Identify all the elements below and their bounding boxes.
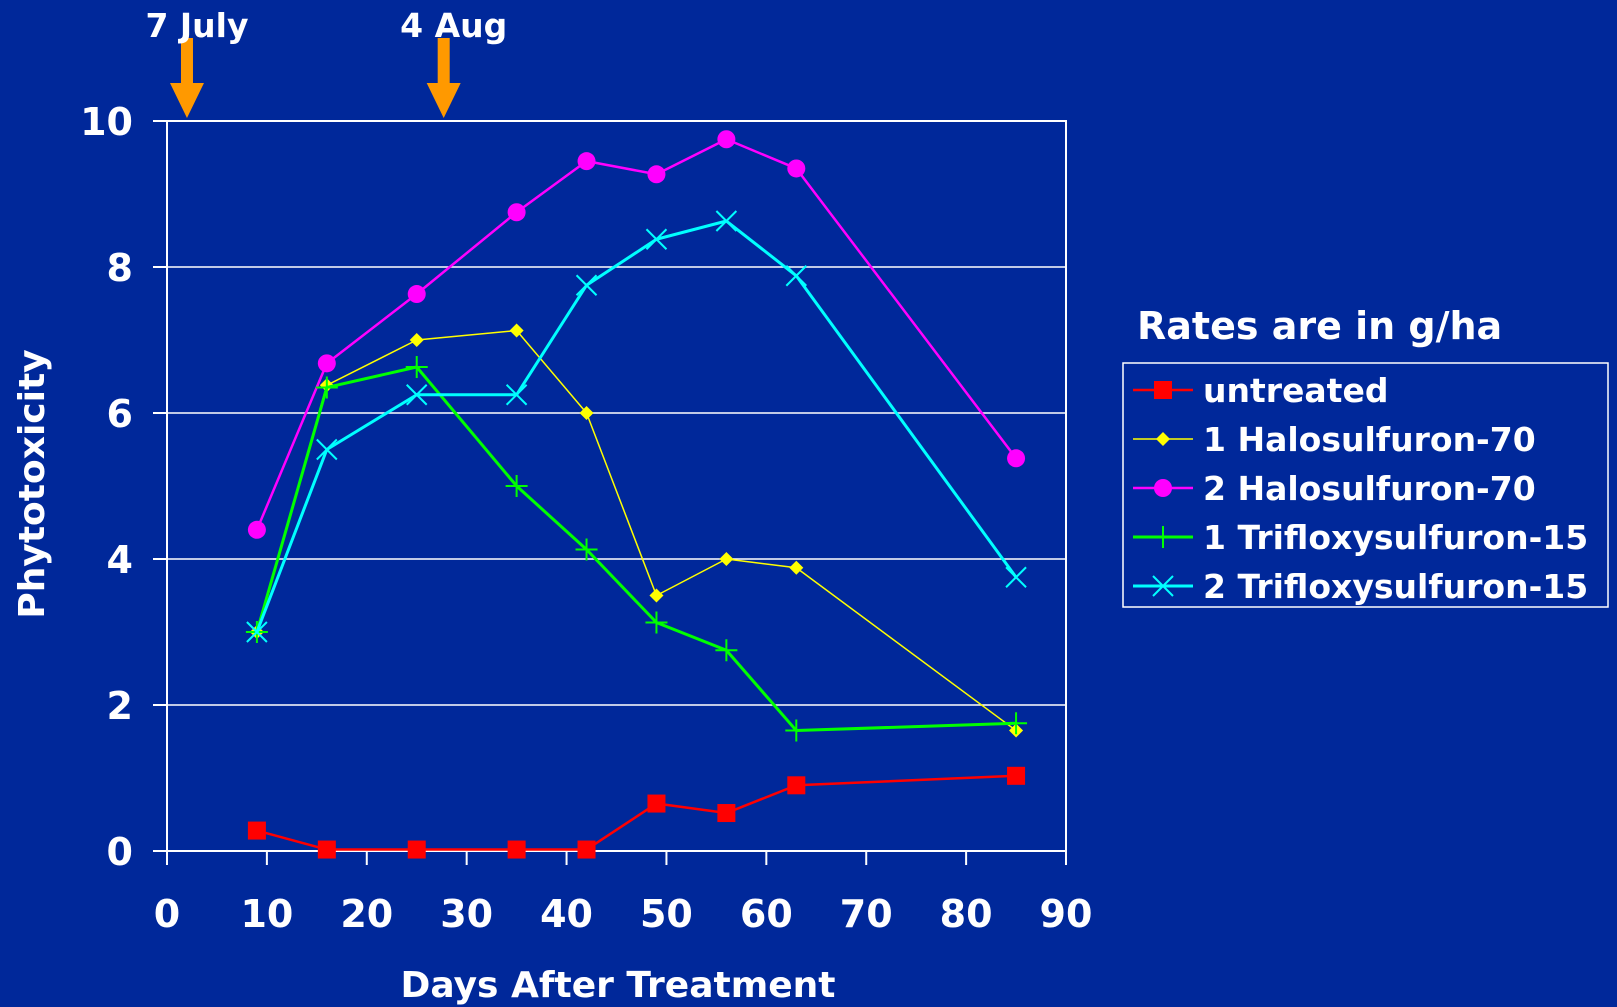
annotations: 7 July 4 Aug (145, 6, 507, 118)
y-tick-label: 10 (80, 100, 133, 144)
series-3 (245, 356, 1028, 742)
legend-marker (1156, 432, 1170, 446)
x-tick-label: 60 (740, 892, 793, 936)
legend: untreated 1 Halosulfuron-70 2 Halosulfuron… (1122, 362, 1609, 608)
data-point (717, 130, 736, 149)
series-layer (245, 130, 1028, 859)
legend-entry: 1 Halosulfuron-70 (1133, 420, 1536, 459)
data-point (785, 719, 808, 742)
legend-marker (1152, 575, 1174, 597)
data-point (649, 588, 664, 603)
series-0 (247, 766, 1026, 859)
data-point (577, 152, 596, 171)
data-point (719, 552, 734, 566)
x-tick-label: 20 (340, 892, 393, 936)
data-point (645, 228, 668, 250)
data-point (407, 285, 426, 304)
data-point (405, 356, 428, 379)
series-line (255, 219, 1018, 633)
legend-label: 1 Trifloxysulfuron-15 (1203, 518, 1588, 557)
legend-entry: untreated (1133, 371, 1388, 410)
x-tick-label: 50 (640, 892, 693, 936)
legend-marker (1154, 381, 1172, 399)
x-tick-label: 0 (154, 892, 180, 936)
data-point (787, 159, 806, 178)
data-point (579, 406, 594, 420)
axis-ticks: 0 2 4 6 8 10 0 10 20 30 40 50 60 70 80 90 (80, 100, 1092, 936)
data-point (505, 384, 528, 406)
data-point (1005, 712, 1028, 735)
series-1 (249, 323, 1024, 738)
x-axis-title: Days After Treatment (401, 965, 836, 1006)
data-point (317, 354, 336, 373)
x-tick-label: 40 (540, 892, 593, 936)
y-tick-label: 0 (107, 830, 133, 874)
data-point (246, 621, 268, 643)
data-point (575, 274, 598, 296)
y-tick-label: 4 (107, 538, 133, 582)
x-tick-label: 10 (240, 892, 293, 936)
data-point (247, 520, 266, 539)
x-tick-label: 70 (840, 892, 893, 936)
annotation-0: 7 July (145, 6, 249, 118)
data-point (507, 203, 526, 222)
x-tick-label: 80 (940, 892, 993, 936)
plot-area (166, 120, 1067, 852)
data-point (315, 376, 338, 399)
data-point (715, 639, 738, 662)
orange-down-arrow-icon (426, 38, 461, 118)
annotation-1: 4 Aug (400, 6, 507, 118)
data-point (1007, 766, 1026, 785)
legend-marker (1152, 526, 1174, 548)
data-point (1005, 566, 1027, 588)
data-point (787, 776, 806, 795)
annotation-label: 7 July (145, 6, 248, 45)
data-point (509, 323, 524, 338)
orange-down-arrow-icon (169, 38, 204, 118)
data-point (317, 840, 336, 859)
data-point (647, 165, 666, 184)
legend-label: 2 Halosulfuron-70 (1203, 469, 1536, 508)
legend-label: 2 Trifloxysulfuron-15 (1203, 567, 1588, 606)
data-point (1007, 449, 1026, 468)
data-point (717, 804, 736, 823)
legend-entry: 1 Trifloxysulfuron-15 (1133, 518, 1588, 557)
annotation-label: 4 Aug (400, 6, 507, 45)
data-point (577, 840, 596, 859)
legend-entry: 2 Trifloxysulfuron-15 (1133, 567, 1588, 606)
data-point (409, 333, 424, 347)
y-tick-label: 6 (107, 392, 133, 436)
legend-label: 1 Halosulfuron-70 (1203, 420, 1536, 459)
x-tick-label: 90 (1040, 892, 1093, 936)
y-tick-label: 8 (107, 246, 133, 290)
data-point (645, 611, 668, 634)
legend-title: Rates are in g/ha (1137, 304, 1502, 348)
data-point (647, 794, 666, 813)
series-4 (246, 210, 1027, 643)
data-point (247, 821, 266, 840)
data-point (575, 538, 598, 561)
data-point (785, 265, 808, 287)
data-point (316, 438, 338, 461)
data-point (789, 560, 804, 575)
legend-marker (1154, 479, 1172, 497)
series-line (256, 329, 1017, 732)
legend-entry: 2 Halosulfuron-70 (1133, 469, 1536, 508)
legend-box (1122, 362, 1609, 608)
data-point (505, 475, 528, 497)
series-2 (247, 130, 1026, 539)
data-point (406, 384, 428, 406)
grid-lines (167, 120, 1066, 706)
data-point (507, 840, 526, 859)
data-point (715, 210, 738, 232)
data-point (407, 840, 426, 859)
series-line (255, 138, 1018, 531)
y-axis-title: Phytotoxicity (12, 349, 53, 618)
series-line (256, 774, 1017, 851)
y-tick-label: 2 (107, 684, 133, 728)
x-tick-label: 30 (440, 892, 493, 936)
legend-label: untreated (1203, 371, 1388, 410)
